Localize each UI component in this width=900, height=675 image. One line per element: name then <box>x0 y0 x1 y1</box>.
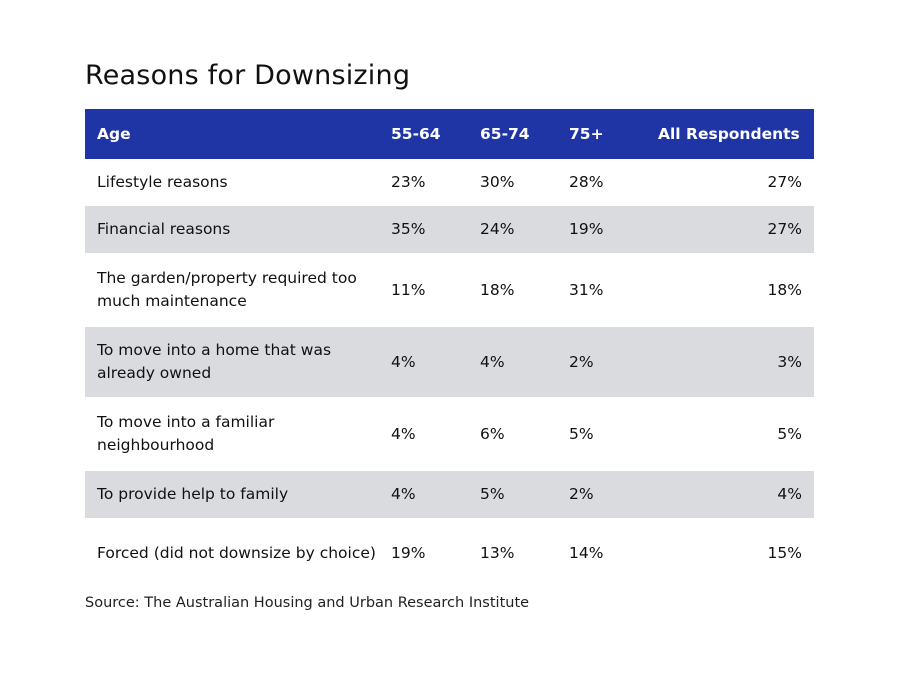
cell-65-74: 30% <box>480 173 515 191</box>
header-all-respondents: All Respondents <box>646 109 814 159</box>
table-title: Reasons for Downsizing <box>85 60 411 91</box>
cell-65-74: 13% <box>480 543 515 562</box>
row-label: Financial reasons <box>85 206 379 253</box>
table-row: The garden/property required too much ma… <box>85 253 814 327</box>
row-label: Forced (did not downsize by choice) <box>97 543 376 562</box>
cell-55-64: 11% <box>391 280 426 299</box>
cell-75-plus: 19% <box>557 206 646 253</box>
cell-65-74: 6% <box>480 424 505 443</box>
cell-75-plus: 2% <box>557 327 646 397</box>
cell-all-respondents: 15% <box>767 543 802 562</box>
header-55-64: 55-64 <box>379 109 468 159</box>
cell-55-64: 4% <box>391 424 416 443</box>
table-row: To provide help to family 4% 5% 2% 4% <box>85 471 814 518</box>
source-note: Source: The Australian Housing and Urban… <box>85 595 530 611</box>
cell-55-64: 19% <box>391 543 426 562</box>
cell-all-respondents: 5% <box>777 424 802 443</box>
header-age: Age <box>85 109 379 159</box>
table-row: To move into a home that was already own… <box>85 327 814 397</box>
cell-all-respondents: 18% <box>767 280 802 299</box>
cell-55-64: 35% <box>379 206 468 253</box>
cell-75-plus: 28% <box>569 173 604 191</box>
cell-55-64: 4% <box>379 471 468 518</box>
cell-55-64: 4% <box>379 327 468 397</box>
row-label: Lifestyle reasons <box>97 173 228 191</box>
cell-55-64: 23% <box>391 173 426 191</box>
header-row: Age 55-64 65-74 75+ All Respondents <box>85 109 814 159</box>
table-body: Lifestyle reasons 23% 30% 28% 27% Financ… <box>85 159 814 588</box>
row-label: To move into a familiar neighbourhood <box>97 413 275 454</box>
cell-65-74: 4% <box>468 327 557 397</box>
cell-75-plus: 31% <box>569 280 604 299</box>
table-row: To move into a familiar neighbourhood 4%… <box>85 397 814 471</box>
table-row: Financial reasons 35% 24% 19% 27% <box>85 206 814 253</box>
cell-65-74: 5% <box>468 471 557 518</box>
cell-75-plus: 2% <box>557 471 646 518</box>
table-header: Age 55-64 65-74 75+ All Respondents <box>85 109 814 159</box>
cell-65-74: 18% <box>480 280 515 299</box>
row-label: The garden/property required too much ma… <box>97 269 357 310</box>
cell-65-74: 24% <box>468 206 557 253</box>
row-label: To provide help to family <box>85 471 379 518</box>
cell-all-respondents: 4% <box>646 471 814 518</box>
cell-75-plus: 14% <box>569 543 604 562</box>
cell-75-plus: 5% <box>569 424 594 443</box>
header-65-74: 65-74 <box>468 109 557 159</box>
table-row: Lifestyle reasons 23% 30% 28% 27% <box>85 159 814 206</box>
downsizing-table: Age 55-64 65-74 75+ All Respondents Life… <box>85 109 814 588</box>
cell-all-respondents: 3% <box>646 327 814 397</box>
cell-all-respondents: 27% <box>646 206 814 253</box>
cell-all-respondents: 27% <box>767 173 802 191</box>
table-row: Forced (did not downsize by choice) 19% … <box>85 518 814 588</box>
row-label: To move into a home that was already own… <box>85 327 379 397</box>
header-75-plus: 75+ <box>557 109 646 159</box>
